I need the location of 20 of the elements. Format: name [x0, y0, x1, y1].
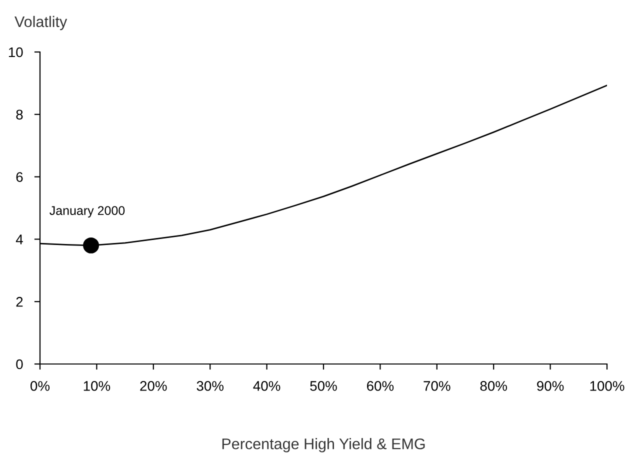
y-tick-label: 6 — [16, 172, 23, 182]
x-tick-label: 70% — [424, 381, 450, 391]
x-tick-label: 20% — [140, 381, 167, 391]
x-tick-label: 30% — [196, 381, 224, 391]
y-tick-label: 10 — [8, 47, 23, 58]
x-tick-label: 60% — [367, 381, 394, 391]
x-tick-label: 80% — [480, 381, 508, 391]
y-tick-label: 4 — [16, 234, 23, 244]
y-tick-label: 0 — [16, 359, 23, 370]
x-tick-label: 40% — [253, 381, 280, 391]
x-tick-label: 100% — [590, 381, 624, 391]
x-tick-label: 0% — [30, 381, 50, 391]
annotation: January 2000 — [50, 206, 125, 218]
x-tick-label: 90% — [537, 381, 564, 391]
x-tick-label: 10% — [84, 381, 110, 391]
y-tick-label: 2 — [16, 296, 23, 307]
y-tick-label: 8 — [16, 110, 23, 120]
y-axis-title: Volatlity — [14, 16, 68, 30]
x-axis-title: Percentage High Yield & EMG — [222, 438, 425, 452]
x-tick-label: 50% — [310, 381, 337, 391]
